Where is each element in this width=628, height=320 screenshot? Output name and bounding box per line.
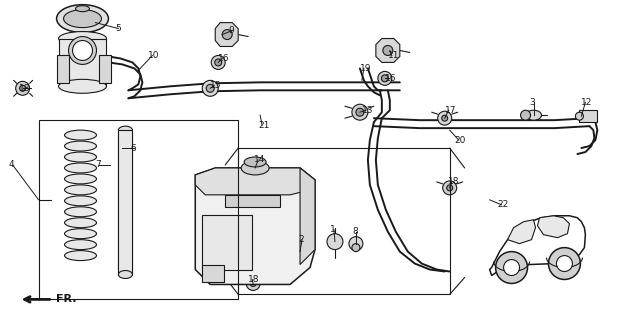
Ellipse shape [73,41,92,60]
Ellipse shape [65,240,97,250]
Ellipse shape [65,218,97,228]
Circle shape [16,81,30,95]
Ellipse shape [58,79,107,93]
Ellipse shape [65,130,97,140]
Circle shape [211,55,225,69]
Circle shape [383,45,393,55]
Ellipse shape [526,110,541,120]
Circle shape [222,29,232,40]
Ellipse shape [65,185,97,195]
Circle shape [250,280,256,286]
Ellipse shape [65,152,97,162]
Bar [38,120,238,300]
Bar [57,55,68,83]
Circle shape [504,260,519,276]
Ellipse shape [57,5,109,33]
Circle shape [327,234,343,250]
Text: 22: 22 [497,200,509,209]
Ellipse shape [65,196,97,206]
Polygon shape [195,168,315,284]
Text: 6: 6 [131,144,136,153]
Circle shape [202,80,218,96]
Text: 13: 13 [362,106,374,115]
Circle shape [290,242,310,261]
Circle shape [556,256,573,271]
Circle shape [548,248,580,279]
Ellipse shape [65,141,97,151]
Circle shape [246,276,260,291]
Ellipse shape [65,229,97,239]
Ellipse shape [65,163,97,173]
Circle shape [443,181,457,195]
Ellipse shape [65,207,97,217]
Ellipse shape [241,161,269,175]
Bar [202,215,252,269]
Circle shape [215,59,222,66]
Ellipse shape [575,112,583,120]
Circle shape [447,185,453,191]
Circle shape [19,85,26,91]
Bar [202,265,224,283]
Text: 16: 16 [218,54,230,63]
Text: 15: 15 [210,81,222,90]
Ellipse shape [119,270,133,278]
Text: 12: 12 [582,98,593,107]
Text: 2: 2 [298,235,304,244]
Text: 18: 18 [448,177,459,187]
Circle shape [521,110,531,120]
Circle shape [206,84,214,92]
Circle shape [352,244,360,252]
Text: 4: 4 [9,160,14,170]
Bar [119,130,133,275]
Text: 18: 18 [19,84,30,93]
Text: 3: 3 [529,98,535,107]
Text: 20: 20 [455,136,466,145]
Text: 14: 14 [254,156,266,164]
Ellipse shape [58,32,107,45]
Text: 7: 7 [95,160,101,170]
Circle shape [352,104,368,120]
Text: 16: 16 [385,74,396,83]
Ellipse shape [75,6,90,12]
Text: 11: 11 [388,51,399,60]
Polygon shape [538,216,570,238]
Bar [225,195,280,207]
Circle shape [441,115,448,121]
Text: 9: 9 [228,26,234,35]
Circle shape [495,252,528,284]
Text: 5: 5 [116,24,121,33]
Polygon shape [300,168,315,265]
Bar [99,55,111,83]
Bar [580,110,597,122]
Ellipse shape [244,157,266,167]
Circle shape [381,75,388,82]
Polygon shape [215,23,238,46]
Circle shape [438,111,452,125]
Circle shape [349,237,363,251]
Ellipse shape [63,10,102,28]
Text: 21: 21 [258,121,269,130]
Ellipse shape [65,174,97,184]
Polygon shape [490,216,585,276]
Ellipse shape [68,36,97,64]
Ellipse shape [65,251,97,260]
Ellipse shape [119,126,133,134]
Text: 10: 10 [148,51,160,60]
Text: 8: 8 [352,227,358,236]
Polygon shape [195,168,315,195]
Bar [58,38,107,86]
Text: 18: 18 [248,275,259,284]
Circle shape [378,71,392,85]
Polygon shape [376,38,400,62]
Text: 17: 17 [445,106,456,115]
Text: 19: 19 [360,64,371,73]
Polygon shape [507,220,536,244]
Text: FR.: FR. [55,294,76,304]
Circle shape [295,247,305,257]
Circle shape [356,108,364,116]
Text: 1: 1 [330,225,336,234]
